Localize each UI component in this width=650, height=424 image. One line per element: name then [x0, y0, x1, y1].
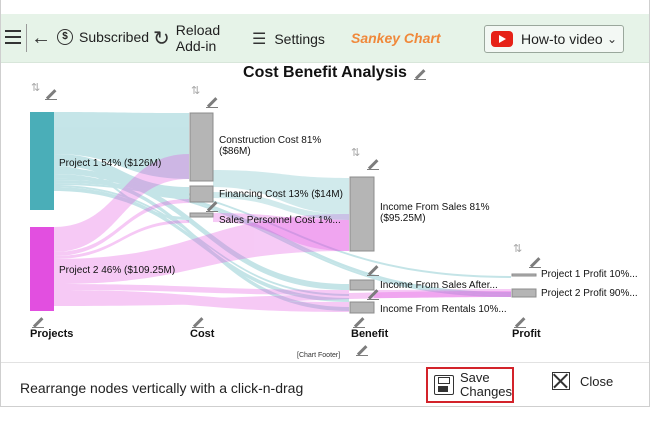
- edit-footer-pencil-icon[interactable]: [355, 344, 368, 356]
- howto-video-dropdown[interactable]: How-to video ⌄: [484, 25, 624, 53]
- close-icon: [552, 372, 570, 390]
- chevron-down-icon: ⌄: [606, 32, 617, 46]
- label-income-from-sales: Income From Sales 81% ($95.25M): [380, 202, 490, 224]
- link-p1-rentals: [54, 174, 349, 311]
- link-p2-profit: [54, 291, 511, 306]
- dollar-icon: $: [57, 29, 73, 45]
- edit-cost-label-pencil-icon[interactable]: [191, 316, 204, 328]
- link-p1-profit2: [54, 180, 511, 295]
- label-financing-cost: Financing Cost 13% ($14M): [219, 189, 343, 200]
- hamburger-menu-icon[interactable]: [5, 30, 21, 44]
- node-project2-profit[interactable]: [511, 288, 537, 298]
- label-construction-cost: Construction Cost 81% ($86M): [219, 135, 322, 157]
- howto-label: How-to video: [521, 31, 603, 47]
- chart-title[interactable]: Cost Benefit Analysis: [243, 64, 407, 81]
- bottom-bar: Rearrange nodes vertically with a click-…: [1, 362, 649, 407]
- link-sales-personnel-income: [213, 213, 349, 251]
- link-p2-rentals: [54, 290, 349, 312]
- back-arrow-icon[interactable]: ←: [31, 27, 51, 49]
- chart-footer[interactable]: [Chart Footer]: [297, 352, 341, 359]
- label-income-sales-after: Income From Sales After...: [380, 280, 498, 291]
- edit-cost-pencil-icon[interactable]: [205, 96, 218, 108]
- reload-icon: ↻: [153, 27, 170, 50]
- sankey-svg: [30, 112, 537, 314]
- node-project1[interactable]: [30, 112, 54, 210]
- edit-financing-pencil-icon[interactable]: [205, 200, 218, 212]
- column-label-cost[interactable]: Cost: [190, 328, 215, 340]
- subscribed-label: Subscribed: [79, 29, 150, 45]
- link-benefit-profit2: [374, 289, 511, 298]
- floppy-disk-icon: [434, 375, 454, 395]
- link-p1-financing: [54, 154, 189, 199]
- reload-addin-button[interactable]: ↻ Reload Add-in: [153, 22, 226, 54]
- column-label-profit[interactable]: Profit: [512, 328, 541, 340]
- edit-income-after-pencil-icon[interactable]: [366, 264, 379, 276]
- edit-benefit-pencil-icon[interactable]: [366, 158, 379, 170]
- link-p1-profit2b: [54, 183, 511, 297]
- link-p1-extra2: [54, 187, 349, 302]
- link-p1-sales-personnel: [54, 166, 189, 220]
- drag-hint-text: Rearrange nodes vertically with a click-…: [20, 380, 304, 396]
- link-p2-income-sales: [54, 214, 349, 284]
- label-income-rentals: Income From Rentals 10%...: [380, 304, 507, 315]
- edit-profit-pencil-icon[interactable]: [528, 256, 541, 268]
- link-p2-financing: [54, 199, 189, 256]
- node-financing-cost[interactable]: [189, 185, 214, 203]
- toolbar-divider: [26, 24, 27, 52]
- column-label-projects[interactable]: Projects: [30, 328, 74, 340]
- sort-projects-icon[interactable]: ⇅: [31, 82, 40, 94]
- reload-label: Reload Add-in: [175, 22, 221, 54]
- label-project2: Project 2 46% ($109.25M): [59, 265, 176, 276]
- edit-projects-label-pencil-icon[interactable]: [31, 316, 44, 328]
- close-button[interactable]: Close: [552, 372, 613, 390]
- sliders-icon: ☰: [252, 31, 267, 48]
- link-p1-profit1: [54, 178, 511, 278]
- link-p1-income-sales-after: [54, 168, 349, 290]
- label-project1-profit: Project 1 Profit 10%...: [541, 269, 638, 280]
- settings-label: Settings: [274, 31, 325, 47]
- sankey-chart: Cost Benefit Analysis: [1, 62, 649, 362]
- node-sales-personnel-cost[interactable]: [189, 212, 214, 218]
- node-income-from-sales[interactable]: [349, 176, 375, 252]
- link-p1-construction: [54, 112, 189, 179]
- edit-rentals-pencil-icon[interactable]: [366, 288, 379, 300]
- settings-button[interactable]: ☰ Settings: [252, 29, 325, 49]
- column-label-benefit[interactable]: Benefit: [351, 328, 389, 340]
- link-p2-construction: [54, 154, 189, 252]
- link-financing-income: [213, 192, 349, 220]
- node-income-rentals[interactable]: [349, 301, 375, 314]
- save-changes-button[interactable]: Save Changes: [426, 367, 514, 403]
- edit-benefit-label-pencil-icon[interactable]: [352, 316, 365, 328]
- node-project2[interactable]: [30, 227, 54, 311]
- link-p1-extra: [54, 185, 349, 296]
- sort-profit-icon[interactable]: ⇅: [513, 243, 522, 255]
- edit-profit-label-pencil-icon[interactable]: [513, 316, 526, 328]
- sort-cost-icon[interactable]: ⇅: [191, 85, 200, 97]
- toolbar: ← $ Subscribed ↻ Reload Add-in ☰ Setting…: [1, 14, 649, 63]
- youtube-icon: [491, 31, 513, 47]
- label-project2-profit: Project 2 Profit 90%...: [541, 288, 638, 299]
- link-p2-income-after: [54, 284, 349, 295]
- label-sales-personnel-cost: Sales Personnel Cost 1%...: [219, 215, 341, 226]
- save-changes-label: Save Changes: [460, 370, 513, 399]
- close-label: Close: [580, 373, 614, 389]
- link-cost-income-sales: [213, 170, 349, 214]
- brand-label: Sankey Chart: [351, 30, 441, 46]
- edit-title-pencil-icon[interactable]: [413, 68, 426, 80]
- sort-benefit-icon[interactable]: ⇅: [351, 147, 360, 159]
- edit-project1-pencil-icon[interactable]: [44, 88, 57, 100]
- node-construction-cost[interactable]: [189, 112, 214, 182]
- dialog-window: ← $ Subscribed ↻ Reload Add-in ☰ Setting…: [0, 0, 650, 407]
- node-income-sales-after[interactable]: [349, 279, 375, 291]
- subscribed-button[interactable]: $ Subscribed: [57, 29, 149, 45]
- node-project1-profit[interactable]: [511, 273, 537, 277]
- label-project1: Project 1 54% ($126M): [59, 158, 162, 169]
- link-p2-sales-personnel: [54, 220, 189, 259]
